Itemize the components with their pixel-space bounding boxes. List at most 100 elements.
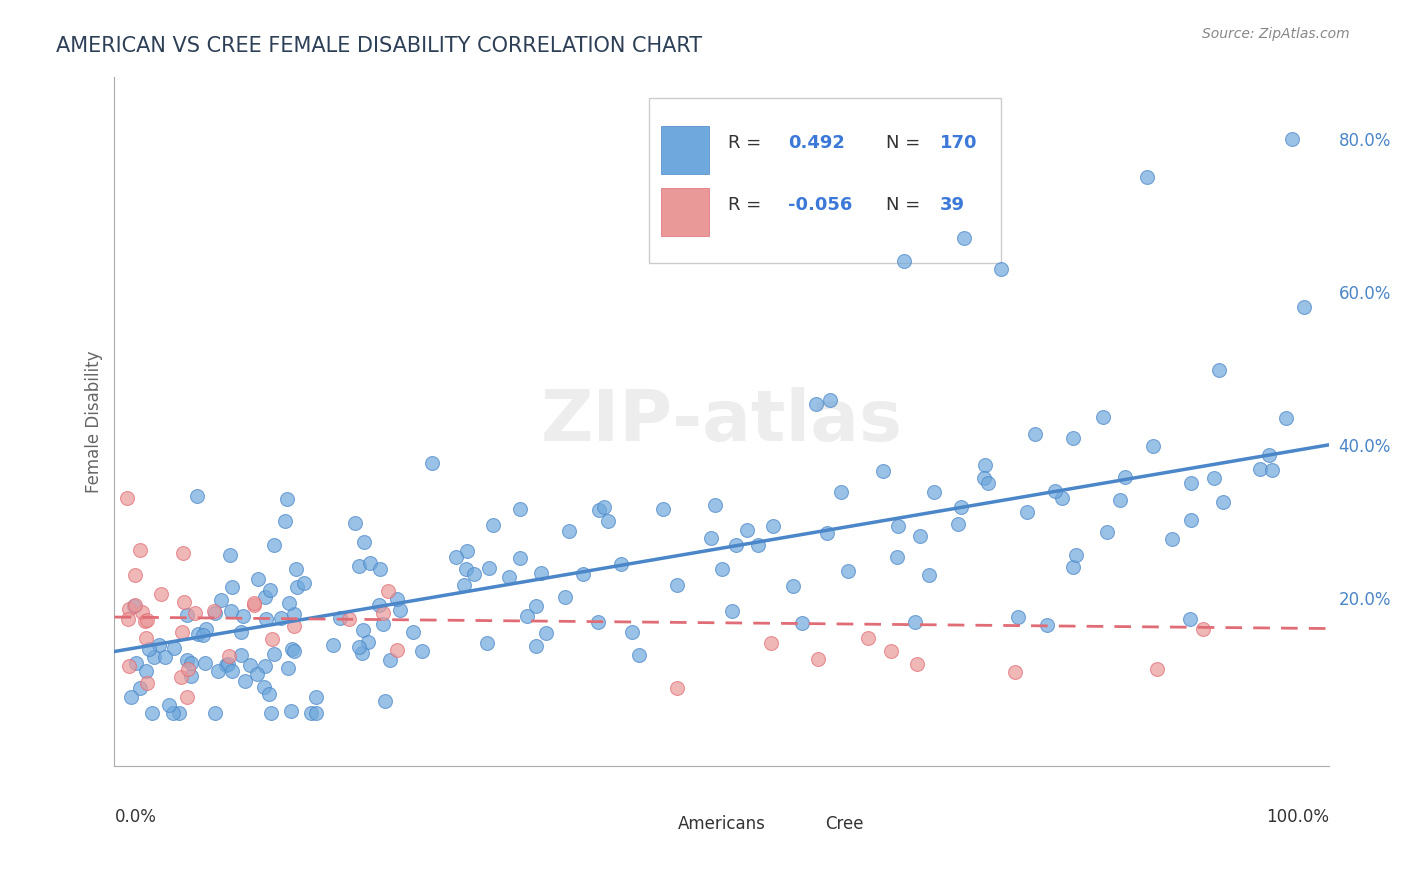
Point xyxy=(292,575,315,590)
Point xyxy=(378,653,401,667)
Point xyxy=(524,599,547,613)
Point xyxy=(588,503,610,517)
Point xyxy=(1258,448,1281,462)
Point xyxy=(253,590,276,604)
Point xyxy=(347,640,370,654)
Point xyxy=(270,611,292,625)
Point xyxy=(1178,612,1201,626)
Point xyxy=(904,615,927,629)
Point xyxy=(150,587,173,601)
FancyBboxPatch shape xyxy=(657,811,688,825)
Point xyxy=(1294,300,1316,314)
Point xyxy=(411,643,433,657)
Point xyxy=(191,628,214,642)
Point xyxy=(453,577,475,591)
Point xyxy=(187,627,209,641)
Point xyxy=(371,606,394,620)
Point xyxy=(922,484,945,499)
Point xyxy=(131,605,153,619)
Point xyxy=(1114,470,1136,484)
Point xyxy=(277,596,299,610)
Point xyxy=(115,491,138,506)
Text: AMERICAN VS CREE FEMALE DISABILITY CORRELATION CHART: AMERICAN VS CREE FEMALE DISABILITY CORRE… xyxy=(56,36,703,55)
Point xyxy=(905,657,928,672)
Point xyxy=(1136,169,1159,184)
Point xyxy=(830,485,852,500)
Point xyxy=(221,664,243,678)
Point xyxy=(155,649,177,664)
Point xyxy=(218,648,240,663)
Point xyxy=(344,516,367,530)
Point xyxy=(1212,495,1234,509)
Y-axis label: Female Disability: Female Disability xyxy=(86,351,103,493)
Point xyxy=(367,598,389,612)
Point xyxy=(1091,409,1114,424)
Point xyxy=(124,568,146,582)
Point xyxy=(260,706,283,720)
FancyBboxPatch shape xyxy=(661,187,710,235)
Point xyxy=(204,606,226,620)
Point xyxy=(339,611,361,625)
Point xyxy=(1208,363,1230,377)
Point xyxy=(1050,491,1073,506)
Point xyxy=(204,706,226,720)
Point xyxy=(347,558,370,573)
Point xyxy=(973,470,995,484)
Point xyxy=(516,609,538,624)
Point xyxy=(385,592,408,607)
FancyBboxPatch shape xyxy=(648,98,1001,263)
Point xyxy=(232,609,254,624)
Point xyxy=(283,643,305,657)
Point xyxy=(973,458,995,473)
Point xyxy=(1180,513,1202,527)
Text: N =: N = xyxy=(886,134,920,152)
Point xyxy=(858,631,880,645)
Point xyxy=(402,625,425,640)
Point xyxy=(186,489,208,503)
Point xyxy=(239,657,262,672)
Point xyxy=(782,579,804,593)
Point xyxy=(837,564,859,578)
Point xyxy=(666,578,689,592)
Point xyxy=(263,647,285,661)
Point xyxy=(1281,131,1303,145)
Point xyxy=(1161,533,1184,547)
Point xyxy=(1062,559,1084,574)
Point xyxy=(762,518,785,533)
Point xyxy=(481,518,503,533)
Point xyxy=(233,674,256,689)
Point xyxy=(815,525,838,540)
Point xyxy=(262,632,284,647)
Point xyxy=(299,706,322,720)
Point xyxy=(910,529,932,543)
Point xyxy=(385,642,408,657)
Point xyxy=(596,514,619,528)
Point xyxy=(475,636,498,650)
Point xyxy=(665,681,688,695)
Point xyxy=(170,624,193,639)
Point xyxy=(177,662,200,676)
Point xyxy=(285,562,308,576)
Point xyxy=(322,638,344,652)
Point xyxy=(872,464,894,478)
Text: Americans: Americans xyxy=(678,814,765,832)
Point xyxy=(176,653,198,667)
Text: 0.0%: 0.0% xyxy=(114,807,156,826)
Point xyxy=(721,604,744,618)
Point xyxy=(509,502,531,516)
Point xyxy=(243,598,266,612)
Point xyxy=(135,613,157,627)
Point xyxy=(1142,439,1164,453)
Point xyxy=(950,500,973,514)
Point xyxy=(285,581,308,595)
Point xyxy=(243,596,266,610)
Point xyxy=(652,502,675,516)
Point xyxy=(918,568,941,582)
Point xyxy=(359,557,381,571)
Point xyxy=(446,549,468,564)
Point xyxy=(558,524,581,538)
Point xyxy=(735,523,758,537)
Point xyxy=(263,538,285,552)
Point xyxy=(620,625,643,640)
Point xyxy=(162,706,184,720)
